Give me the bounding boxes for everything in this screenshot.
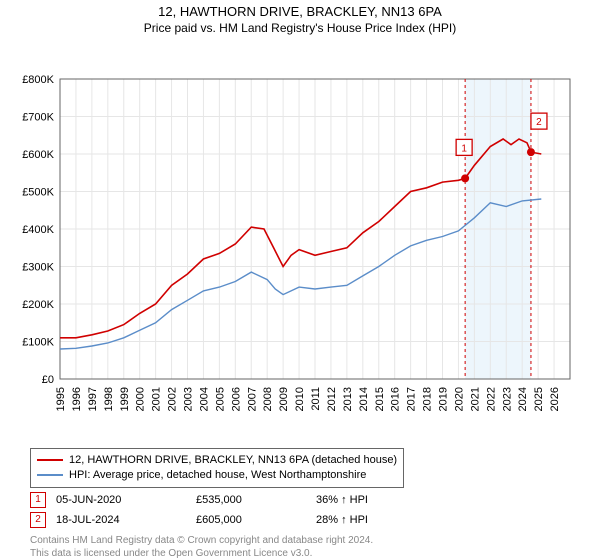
sale-price: £605,000 — [196, 514, 316, 526]
svg-text:2013: 2013 — [342, 387, 354, 411]
svg-text:£700K: £700K — [22, 112, 54, 124]
sale-price: £535,000 — [196, 494, 316, 506]
sale-row: 1 05-JUN-2020£535,00036% ↑ HPI — [30, 492, 570, 508]
price-chart: £0 £100K £200K £300K £400K £500K £600K £700K £80… — [0, 35, 600, 435]
svg-text:£200K: £200K — [22, 299, 54, 311]
legend: 12, HAWTHORN DRIVE, BRACKLEY, NN13 6PA (… — [30, 448, 404, 488]
svg-text:2021: 2021 — [469, 387, 481, 411]
sale-marker-icon: 1 — [30, 492, 46, 508]
svg-text:£0: £0 — [42, 374, 54, 386]
chart-subtitle: Price paid vs. HM Land Registry's House … — [0, 21, 600, 35]
sale-row: 2 18-JUL-2024£605,00028% ↑ HPI — [30, 512, 570, 528]
svg-text:2023: 2023 — [501, 387, 513, 411]
svg-text:2022: 2022 — [485, 387, 497, 411]
sale-delta: 28% ↑ HPI — [316, 514, 368, 526]
svg-text:2017: 2017 — [406, 387, 418, 411]
footer-attribution: Contains HM Land Registry data © Crown c… — [30, 534, 570, 560]
legend-swatch — [37, 474, 63, 476]
svg-text:2015: 2015 — [374, 387, 386, 411]
svg-text:1995: 1995 — [55, 387, 67, 411]
sale-date: 05-JUN-2020 — [56, 494, 196, 506]
chart-title: 12, HAWTHORN DRIVE, BRACKLEY, NN13 6PA — [0, 4, 600, 19]
svg-text:1999: 1999 — [119, 387, 131, 411]
svg-text:2018: 2018 — [422, 387, 434, 411]
svg-text:1996: 1996 — [71, 387, 83, 411]
svg-text:2026: 2026 — [549, 387, 561, 411]
svg-text:2007: 2007 — [246, 387, 258, 411]
legend-label: HPI: Average price, detached house, West… — [69, 469, 366, 481]
svg-text:2003: 2003 — [183, 387, 195, 411]
svg-text:£100K: £100K — [22, 337, 54, 349]
legend-swatch — [37, 459, 63, 461]
svg-text:2005: 2005 — [214, 387, 226, 411]
svg-text:2004: 2004 — [198, 387, 210, 411]
legend-label: 12, HAWTHORN DRIVE, BRACKLEY, NN13 6PA (… — [69, 454, 397, 466]
svg-text:£400K: £400K — [22, 224, 54, 236]
sale-marker-icon: 2 — [30, 512, 46, 528]
svg-text:2016: 2016 — [390, 387, 402, 411]
legend-item: HPI: Average price, detached house, West… — [37, 468, 397, 483]
svg-text:2002: 2002 — [167, 387, 179, 411]
svg-text:1997: 1997 — [87, 387, 99, 411]
svg-text:2010: 2010 — [294, 387, 306, 411]
svg-text:2: 2 — [536, 117, 542, 128]
svg-text:2020: 2020 — [453, 387, 465, 411]
svg-text:£800K: £800K — [22, 74, 54, 86]
sale-delta: 36% ↑ HPI — [316, 494, 368, 506]
svg-text:2014: 2014 — [358, 387, 370, 411]
svg-text:£500K: £500K — [22, 187, 54, 199]
svg-text:2024: 2024 — [517, 387, 529, 411]
sale-date: 18-JUL-2024 — [56, 514, 196, 526]
svg-text:2008: 2008 — [262, 387, 274, 411]
svg-text:2009: 2009 — [278, 387, 290, 411]
svg-text:2006: 2006 — [230, 387, 242, 411]
svg-text:2011: 2011 — [310, 387, 322, 411]
svg-text:1998: 1998 — [103, 387, 115, 411]
legend-item: 12, HAWTHORN DRIVE, BRACKLEY, NN13 6PA (… — [37, 453, 397, 468]
svg-text:2000: 2000 — [135, 387, 147, 411]
footer-line1: Contains HM Land Registry data © Crown c… — [30, 534, 570, 547]
svg-text:2001: 2001 — [151, 387, 163, 411]
svg-text:2025: 2025 — [533, 387, 545, 411]
svg-text:£300K: £300K — [22, 262, 54, 274]
svg-text:1: 1 — [461, 143, 467, 154]
svg-text:2019: 2019 — [438, 387, 450, 411]
svg-text:2012: 2012 — [326, 387, 338, 411]
svg-text:£600K: £600K — [22, 149, 54, 161]
footer-line2: This data is licensed under the Open Gov… — [30, 547, 570, 560]
